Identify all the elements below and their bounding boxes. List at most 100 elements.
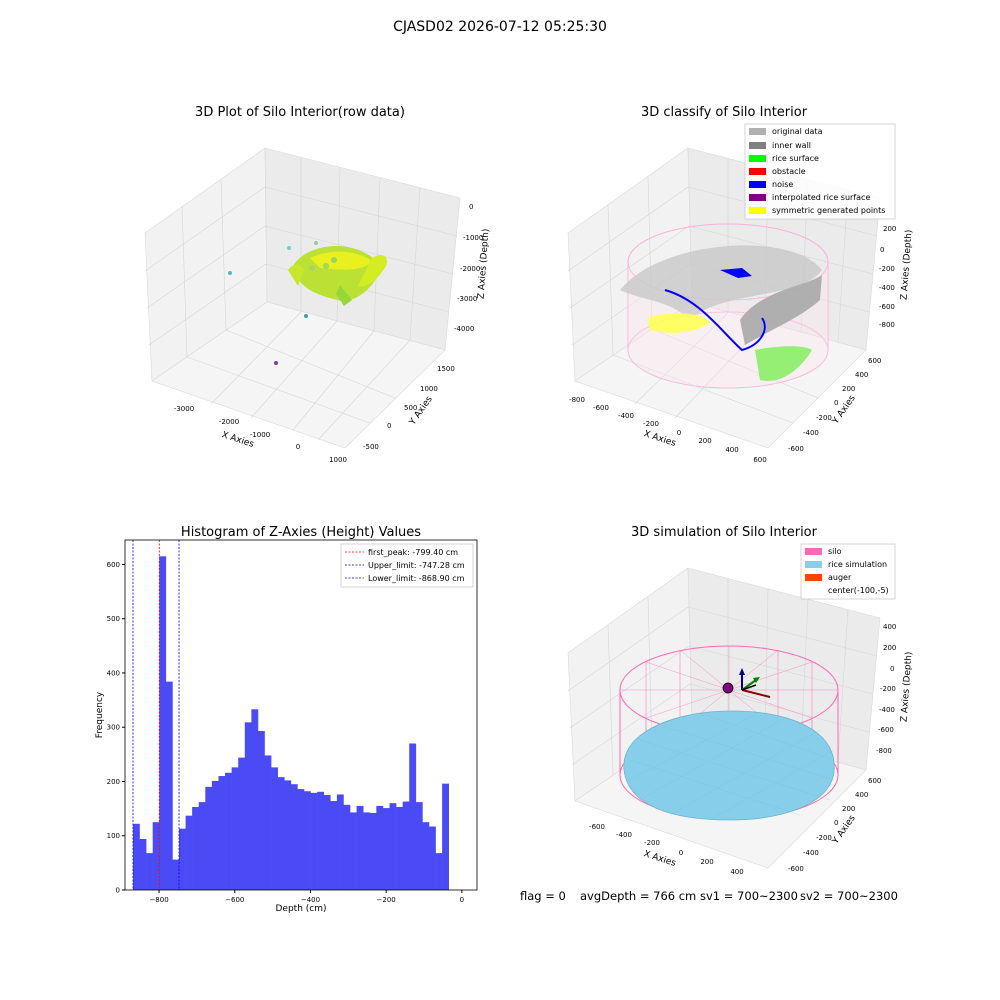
histogram-bar [435, 853, 443, 890]
histogram-bar [363, 812, 371, 890]
simulation-z-tick: 400 [883, 623, 896, 631]
legend-label: Upper_limit: -747.28 cm [368, 561, 465, 570]
histogram-frame [124, 539, 478, 891]
simulation-z-tick: -800 [876, 747, 892, 755]
histogram-bar [415, 802, 423, 890]
panel-simulation-3d: 3D simulation of Silo Interior [567, 525, 915, 876]
raw-z-tick: -1000 [463, 234, 483, 242]
status-sv1: sv1 = 700~2300 [700, 889, 798, 903]
simulation-z-tick: -200 [880, 685, 896, 693]
classify-x-tick: 400 [725, 446, 738, 454]
histogram-x-tick-label: −200 [377, 896, 396, 904]
histogram-bar [238, 757, 246, 890]
classify-y-tick: -600 [788, 445, 804, 453]
simulation-x-tick: -200 [644, 839, 660, 847]
histogram-bar [152, 822, 160, 890]
legend-label: silo [828, 547, 842, 556]
raw-z-tick: -3000 [457, 295, 477, 303]
histogram-x-tick-label: 0 [460, 896, 464, 904]
status-footer: flag = 0 avgDepth = 766 cm sv1 = 700~230… [520, 889, 898, 903]
auger-marker [722, 668, 771, 698]
simulation-z-label: Z Axies (Depth) [900, 651, 915, 722]
simulation-z-tick: -400 [879, 706, 895, 714]
legend-swatch-rice-simulation [805, 561, 822, 568]
histogram-bar [225, 772, 232, 890]
histogram-bar [284, 780, 292, 890]
classify-z-tick: 200 [883, 225, 896, 233]
status-avg-depth: avgDepth = 766 cm [580, 889, 696, 903]
histogram-bar [178, 828, 186, 890]
raw-x-tick: 0 [296, 443, 300, 451]
histogram-x-label: Depth (cm) [275, 904, 326, 914]
status-flag: flag = 0 [520, 889, 566, 903]
raw-z-tick-labels: 0 -1000 -2000 -3000 -4000 [454, 203, 483, 333]
raw-z-tick: -4000 [454, 325, 474, 333]
histogram-vlines [132, 540, 180, 890]
simulation-z-tick-labels: 400 200 0 -200 -400 -600 -800 [876, 623, 896, 755]
legend-label: symmetric generated points [772, 206, 885, 215]
histogram-bar [159, 556, 167, 890]
panel-histogram: Histogram of Z-Axies (Height) Values −80… [95, 525, 478, 914]
raw-x-tick: 1000 [329, 456, 347, 464]
histogram-bar [244, 722, 252, 890]
histogram-bar [396, 806, 403, 890]
histogram-bar [264, 755, 272, 890]
simulation-x-tick: -600 [589, 823, 605, 831]
legend-label: original data [772, 127, 823, 136]
legend-label: rice simulation [828, 560, 887, 569]
simulation-y-tick-labels: -600 -400 -200 0 200 400 600 [788, 777, 881, 873]
legend-label: obstacle [772, 167, 806, 176]
panel-raw-3d: 3D Plot of Silo Interior(row data) [144, 105, 492, 464]
legend-swatch-noise [749, 181, 766, 188]
histogram-bar [382, 808, 390, 890]
histogram-bar [376, 805, 384, 890]
classify-x-tick: -200 [643, 420, 659, 428]
histogram-bar [172, 859, 180, 890]
legend-swatch-original-data [749, 128, 766, 135]
status-sv2: sv2 = 700~2300 [800, 889, 898, 903]
classify-x-tick: 200 [698, 437, 711, 445]
simulation-x-tick: 0 [679, 849, 683, 857]
simulation-y-tick: 400 [855, 791, 868, 799]
legend-label: Lower_limit: -868.90 cm [368, 574, 465, 583]
legend-label: auger [828, 573, 852, 582]
histogram-y-tick-label: 0 [116, 887, 120, 895]
histogram-bar [350, 812, 357, 890]
histogram-x-tick-label: −400 [301, 896, 320, 904]
raw-point-cloud [228, 241, 388, 365]
classify-y-tick: 200 [842, 385, 855, 393]
simulation-y-tick: 600 [868, 777, 881, 785]
simulation-legend: silo rice simulation auger center(-100,-… [800, 543, 896, 600]
simulation-x-label: X Axies [642, 849, 677, 869]
histogram-bar [369, 812, 377, 890]
histogram-bar [422, 822, 430, 890]
classify-x-tick-labels: -800 -600 -400 -200 0 200 400 600 [569, 396, 767, 464]
classify-y-tick: -400 [803, 429, 819, 437]
histogram-bar [389, 803, 397, 890]
simulation-x-tick: 200 [700, 858, 713, 866]
histogram-bar [211, 780, 219, 890]
legend-swatch-interpolated [749, 194, 766, 201]
histogram-bar [231, 767, 239, 890]
panel-classify-title: 3D classify of Silo Interior [641, 105, 808, 120]
histogram-bar [317, 791, 325, 890]
histogram-bars [132, 556, 450, 890]
raw-y-tick: 1000 [420, 385, 438, 393]
histogram-bar [271, 767, 278, 890]
classify-y-tick: -200 [816, 414, 832, 422]
raw-z-label: Z Axies (Depth) [477, 228, 492, 299]
classify-z-label: Z Axies (Depth) [900, 229, 915, 300]
panel-simulation-title: 3D simulation of Silo Interior [631, 525, 818, 540]
histogram-x-tick-label: −600 [225, 896, 244, 904]
classify-x-tick: -800 [569, 396, 585, 404]
histogram-bar [336, 794, 344, 890]
raw-y-tick: -500 [363, 443, 379, 451]
histogram-bar [185, 815, 193, 890]
raw-x-tick: -2000 [219, 418, 239, 426]
rice-simulation-surface [623, 710, 835, 821]
classify-x-tick: -600 [593, 404, 609, 412]
classify-point-cloud [620, 223, 829, 389]
raw-y-tick: 500 [404, 404, 417, 412]
histogram-bar [205, 786, 213, 890]
simulation-y-tick: -200 [816, 834, 832, 842]
